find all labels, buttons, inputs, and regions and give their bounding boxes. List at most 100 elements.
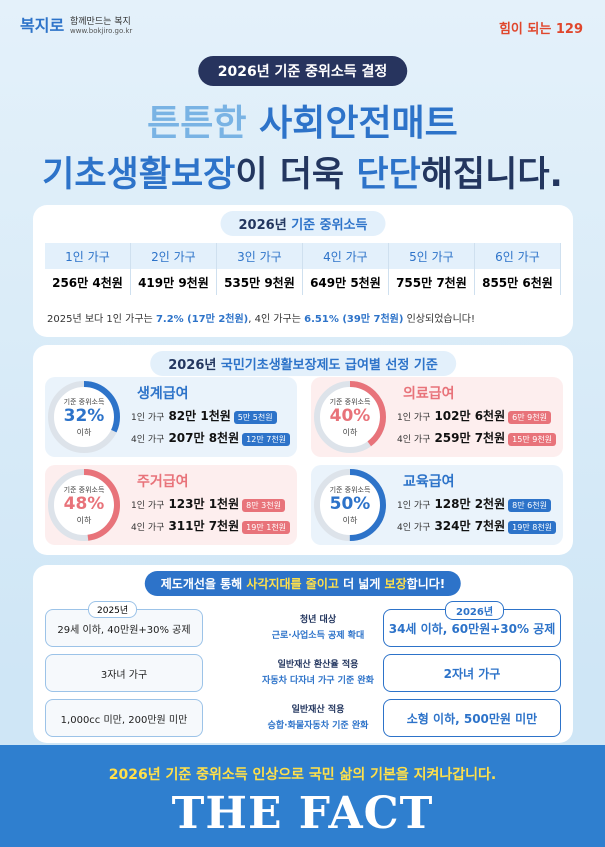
amount: 207만 8천원 (168, 431, 240, 445)
increase: 15만 9천원 (508, 433, 557, 446)
ring-percent: 48% (63, 494, 105, 514)
increase: 8만 6천원 (508, 499, 551, 512)
household: 4인 가구 (131, 523, 165, 533)
benefit-row: 1인 가구 123만 1천원 8만 3천원 (131, 495, 285, 512)
ring (48, 469, 120, 541)
ring-percent: 32% (63, 406, 105, 426)
ring-percent: 50% (329, 494, 371, 514)
ring-arc (48, 381, 120, 453)
household: 4인 가구 (397, 435, 431, 445)
table-header: 1인 가구 (45, 243, 131, 269)
table-header: 5인 가구 (388, 243, 475, 269)
right-logo: 힘이 되는 129 (498, 22, 583, 37)
benefit-card: 기준 중위소득 40% 이하 의료급여 1인 가구 102만 6천원 6만 9천원 4인 가구… (311, 377, 563, 457)
title-part: 합니다! (406, 577, 446, 591)
note-part: 6.51% (39만 7천원) (304, 314, 404, 325)
amount: 128만 2천원 (434, 497, 506, 511)
title-part: 국민기초생활보장제도 급여별 선정 기준 (220, 358, 438, 373)
before-label: 2025년 (88, 601, 138, 618)
badge: 2026년 기준 중위소득 결정 (197, 56, 408, 86)
ring-below: 이하 (342, 516, 358, 525)
after-box: 34세 이하, 60만원+30% 공제 (383, 609, 561, 647)
headline: 해집니다. (420, 155, 563, 195)
amount: 82만 1천원 (168, 409, 231, 423)
ring-caption: 기준 중위소득 (329, 486, 371, 494)
benefit-row: 4인 가구 207만 8천원 12만 7천원 (131, 429, 291, 446)
footer-text: 2026년 기준 중위소득 인상으로 국민 삶의 기본을 지켜나갑니다. (108, 767, 497, 783)
benefit-card: 기준 중위소득 32% 이하 생계급여 1인 가구 82만 1천원 5만 5천원 4인 가구 2… (45, 377, 297, 457)
ring-arc (48, 469, 120, 541)
footer-band (0, 745, 605, 847)
benefit-row: 4인 가구 311만 7천원 19만 1천원 (131, 517, 291, 534)
table-cell: 855만 6천원 (474, 269, 562, 295)
change-line: 일반재산 적용 (291, 705, 345, 715)
note-part: , 4인 가구는 (248, 314, 305, 325)
ring-below: 이하 (342, 428, 358, 437)
note-part: 7.2% (17만 2천원) (155, 314, 249, 325)
title-part: 제도개선을 통해 (160, 577, 247, 591)
table-cell: 419만 9천원 (130, 269, 217, 295)
change-line: 일반재산 환산율 적용 (277, 660, 359, 670)
section-title: 제도개선을 통해 사각지대를 줄이고 더 넓게 보장합니다! (144, 571, 462, 596)
household: 4인 가구 (397, 523, 431, 533)
title-part: 2026년 (168, 358, 221, 373)
headline: 기초생활보장 (42, 155, 236, 195)
household: 4인 가구 (131, 435, 165, 445)
change-line: 청년 대상 (299, 615, 337, 625)
table-header: 4인 가구 (302, 243, 389, 269)
benefit-name: 교육급여 (403, 474, 455, 490)
change-line: 승합·화물자동차 기준 완화 (267, 721, 369, 731)
ring-caption: 기준 중위소득 (63, 486, 105, 494)
ring-arc (314, 381, 386, 453)
change-line: 자동차 다자녀 가구 기준 완화 (262, 676, 374, 686)
table-header: 3인 가구 (216, 243, 303, 269)
benefit-row: 1인 가구 102만 6천원 6만 9천원 (397, 407, 551, 424)
section-title: 2026년 국민기초생활보장제도 급여별 선정 기준 (150, 351, 456, 376)
benefit-card: 기준 중위소득 48% 이하 주거급여 1인 가구 123만 1천원 8만 3천원 4인 가구… (45, 465, 297, 545)
table-cell: 256만 4천원 (45, 269, 131, 295)
section-title: 2026년 기준 중위소득 (220, 211, 386, 236)
ring (314, 469, 386, 541)
increase: 19만 1천원 (242, 521, 291, 534)
title-part: 더 넓게 (338, 577, 385, 591)
household: 1인 가구 (131, 413, 165, 423)
headline: 튼튼한 (147, 103, 260, 144)
watermark: THE FACT (171, 788, 434, 839)
note: 2025년 보다 1인 가구는 7.2% (17만 2천원), 4인 가구는 6… (47, 310, 475, 325)
ring (48, 381, 120, 453)
benefit-row: 4인 가구 259만 7천원 15만 9천원 (397, 429, 557, 446)
benefit-card: 기준 중위소득 50% 이하 교육급여 1인 가구 128만 2천원 8만 6천원 4인 가구… (311, 465, 563, 545)
ring-percent: 40% (329, 406, 371, 426)
after-box: 소형 이하, 500만원 미만 (383, 699, 561, 737)
table-header: 2인 가구 (130, 243, 217, 269)
before-box: 1,000cc 미만, 200만원 미만 (45, 699, 203, 737)
ring-arc (314, 469, 386, 541)
headline: 이 더욱 (235, 155, 357, 195)
note-part: 인상되었습니다! (403, 314, 476, 325)
increase: 6만 9천원 (508, 411, 551, 424)
table-header: 6인 가구 (474, 243, 562, 269)
table-cell: 755만 7천원 (388, 269, 475, 295)
headline: 사회안전매트 (259, 103, 458, 144)
ring (314, 381, 386, 453)
increase: 12만 7천원 (242, 433, 291, 446)
note-part: 2025년 보다 1인 가구는 (47, 314, 156, 325)
amount: 123만 1천원 (168, 497, 240, 511)
logo-tagline: 함께만드는 복지 (70, 17, 131, 27)
ring-below: 이하 (76, 516, 92, 525)
headline: 단단 (356, 155, 421, 195)
title-part: 보장 (384, 577, 407, 591)
logo: 복지로 (20, 16, 65, 35)
benefit-name: 생계급여 (137, 386, 189, 402)
ring-below: 이하 (76, 428, 92, 437)
increase: 19만 8천원 (508, 521, 557, 534)
median-card: 2026년 기준 중위소득 1인 가구 2인 가구 3인 가구 4인 가구 5인 가구 6… (33, 205, 573, 337)
benefits-card: 2026년 국민기초생활보장제도 급여별 선정 기준 기준 중위소득 32% 이하 생… (33, 345, 573, 555)
before-box: 3자녀 가구 (45, 654, 203, 692)
amount: 259만 7천원 (434, 431, 506, 445)
title-part: 기준 중위소득 (291, 218, 368, 233)
after-box: 2자녀 가구 (383, 654, 561, 692)
